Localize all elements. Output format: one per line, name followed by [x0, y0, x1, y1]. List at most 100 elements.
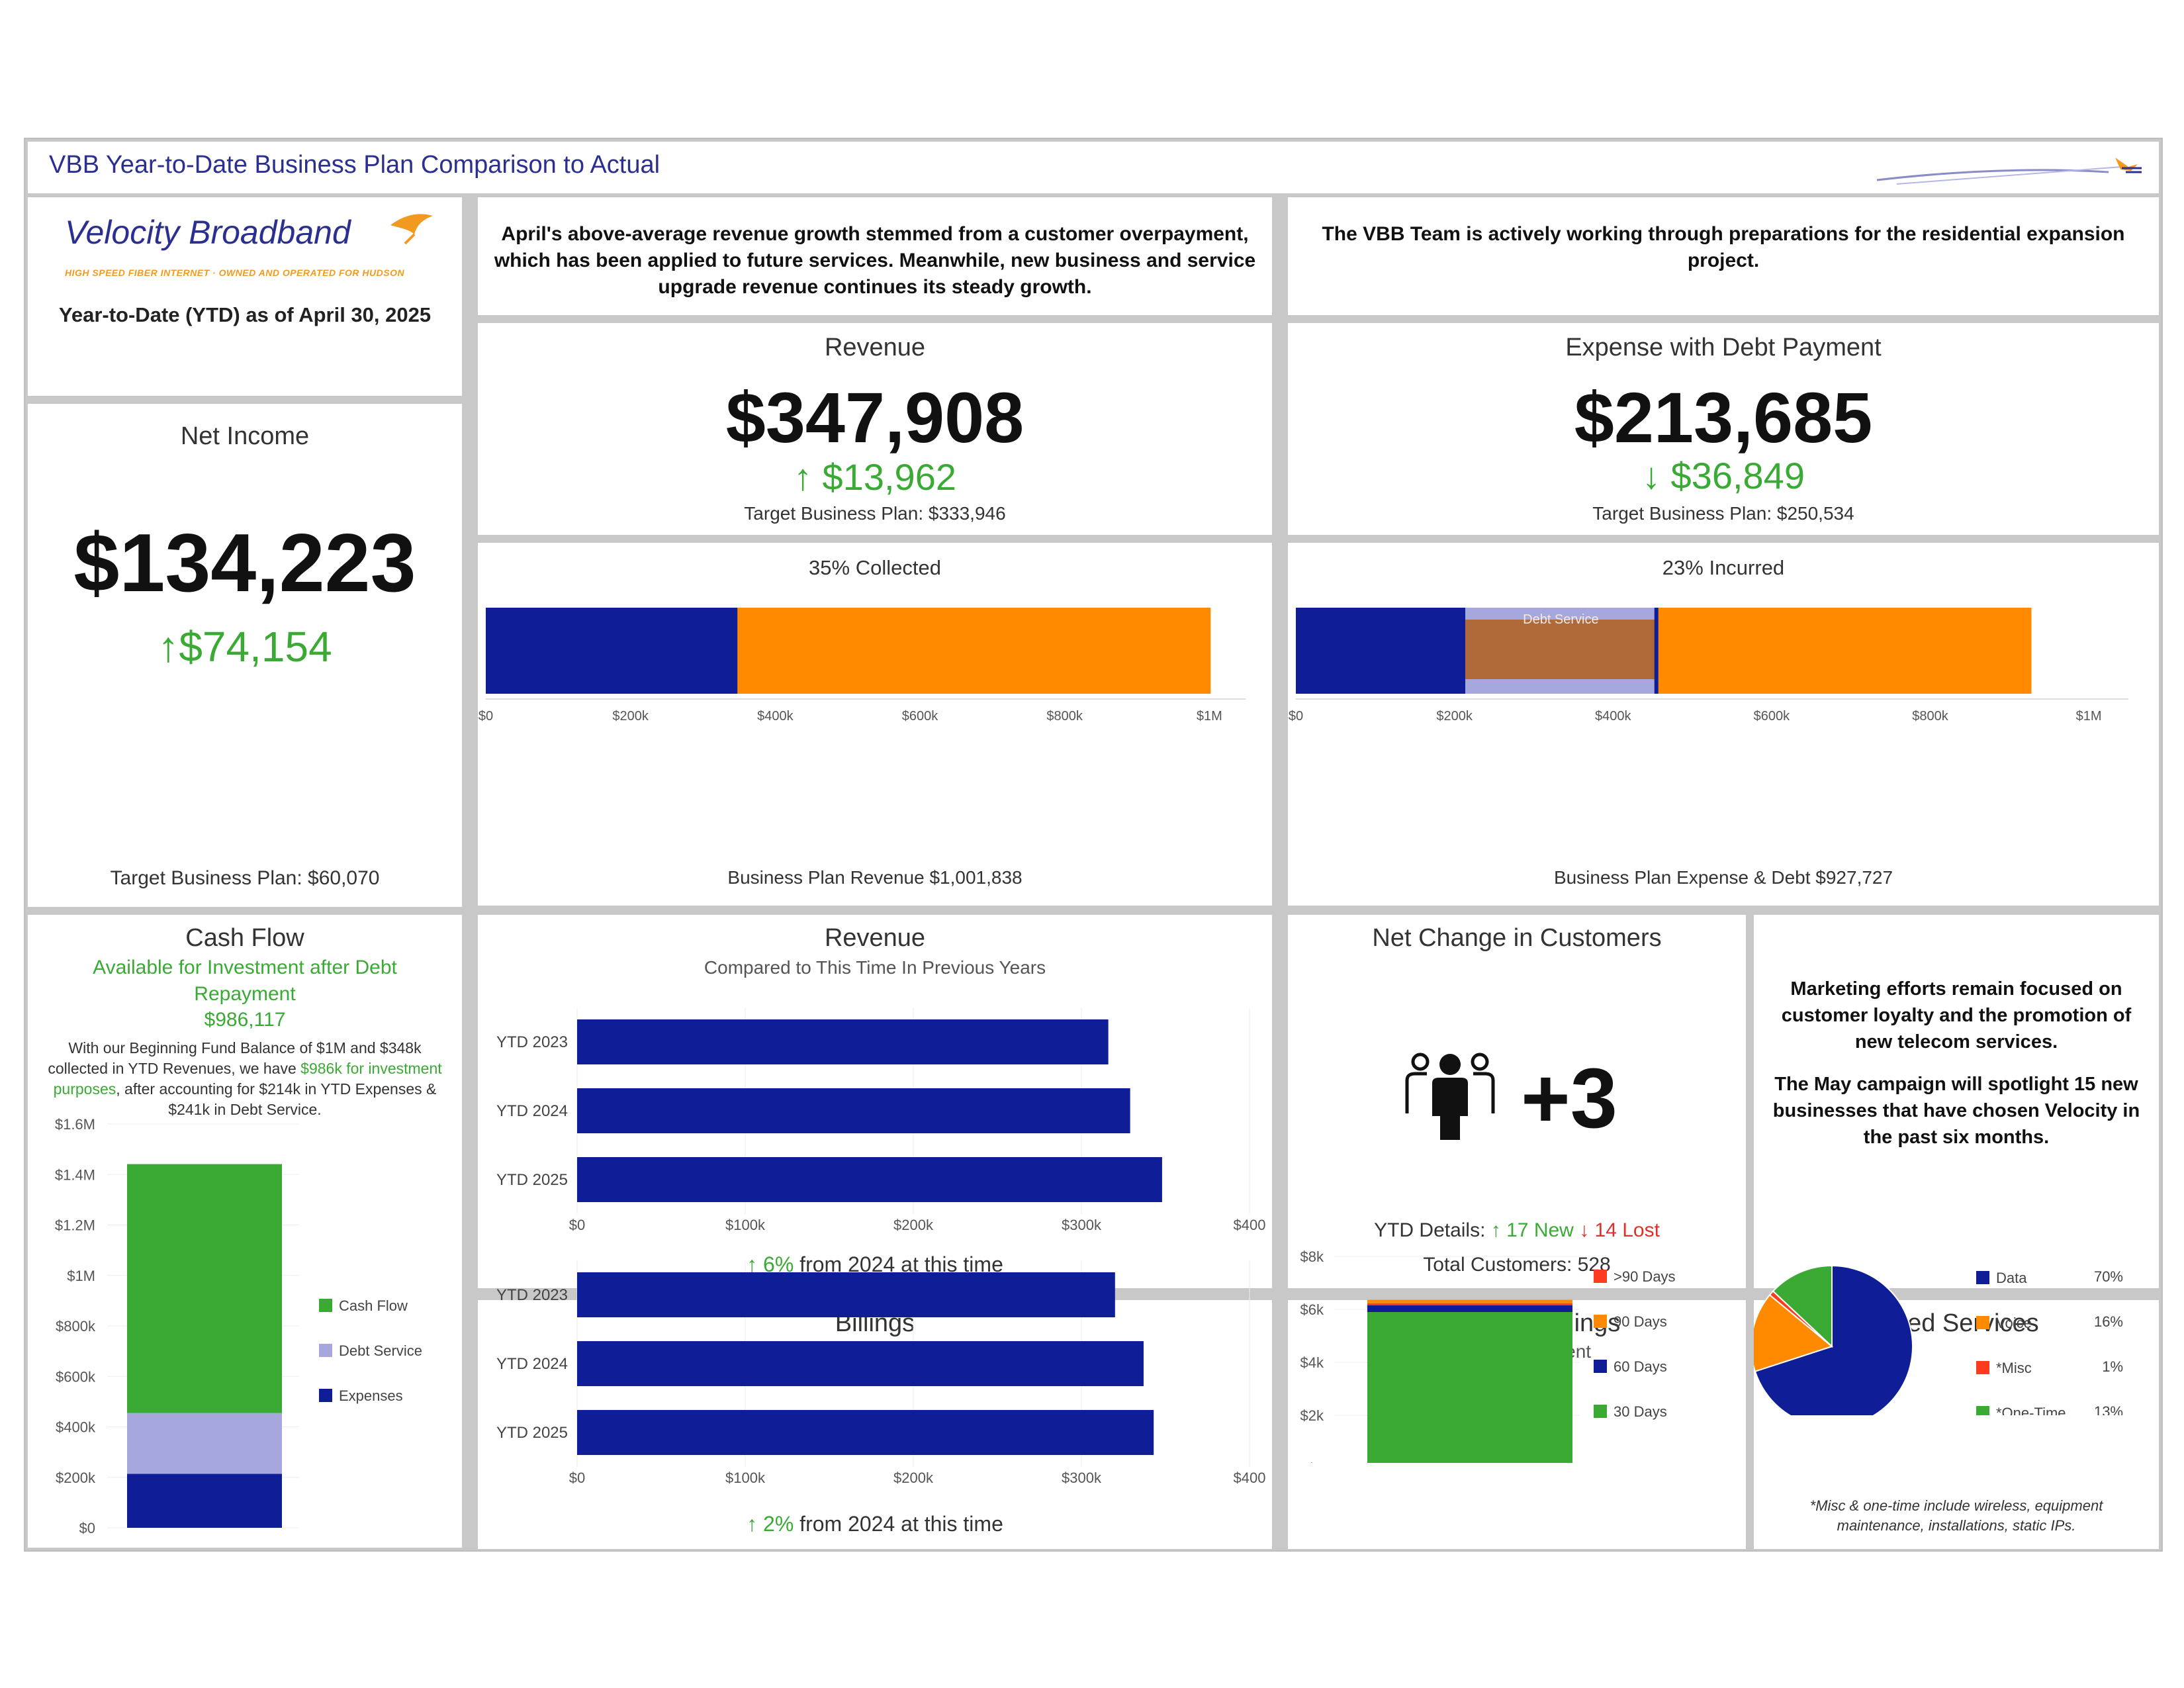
- stack-segment-debt-service: [127, 1413, 282, 1474]
- delinquent-chart: $0 $2k $4k $6k $8k >90 Days 90 Days 60 Days 30 D…: [1300, 1248, 1676, 1463]
- pie-slice-voice: [1754, 1293, 1834, 1372]
- revenue-compare-panel: Revenue Compared to This Time In Previou…: [478, 915, 1272, 1288]
- revenue-progress-title: 35% Collected: [809, 556, 941, 579]
- page-title: VBB Year-to-Date Business Plan Compariso…: [49, 151, 660, 179]
- bar-segment-remaining: [737, 608, 1211, 694]
- expense-progress-caption: Business Plan Expense & Debt $927,727: [1553, 867, 1893, 888]
- pie-slice-onetime: [1772, 1264, 1833, 1348]
- x-tick-label: $600k: [902, 709, 938, 724]
- dashboard-frame: VBB Year-to-Date Business Plan Compariso…: [24, 138, 2163, 1552]
- net-income-value: $134,223: [73, 518, 416, 609]
- customers-new: ↑ 17 New: [1490, 1219, 1574, 1241]
- y-tick-label: $8k: [1300, 1248, 1324, 1265]
- y-tick-label: $800k: [56, 1318, 96, 1335]
- legend-swatch: [319, 1344, 332, 1357]
- stack-segment-cash-flow: [127, 1164, 282, 1413]
- net-income-panel: Net Income $134,223 ↑$74,154 Target Busi…: [28, 404, 462, 907]
- legend-label: Voice: [1996, 1315, 2032, 1331]
- legend-swatch: [1976, 1361, 1989, 1374]
- net-income-change: ↑$74,154: [158, 623, 332, 671]
- marketing-note-1: Marketing efforts remain focused on cust…: [1781, 978, 2132, 1053]
- debt-service-band-bottom: [1465, 679, 1657, 694]
- marketing-note-2: The May campaign will spotlight 15 new b…: [1772, 1074, 2140, 1148]
- x-tick-label: $100k: [725, 1217, 766, 1233]
- x-tick-label: $200k: [893, 1470, 934, 1486]
- legend-value: 16%: [2094, 1313, 2123, 1330]
- bar-ytd-2025: [577, 1410, 1154, 1455]
- y-tick-label: $2k: [1300, 1407, 1324, 1424]
- legend-value: 70%: [2094, 1268, 2123, 1285]
- team-note-panel: The VBB Team is actively working through…: [1288, 197, 2159, 315]
- legend-swatch: [1976, 1271, 1989, 1284]
- bar-ytd-2025: [577, 1157, 1162, 1202]
- y-category-label: YTD 2025: [496, 1424, 568, 1442]
- y-tick-label: $400k: [56, 1419, 96, 1436]
- revenue-kpi-target: Target Business Plan: $333,946: [744, 503, 1006, 524]
- legend-label: 60 Days: [1614, 1358, 1667, 1375]
- expense-kpi-title: Expense with Debt Payment: [1565, 334, 1882, 361]
- as-of-date: Year-to-Date (YTD) as of April 30, 2025: [58, 303, 432, 326]
- x-tick-label: $200k: [612, 709, 649, 724]
- revenue-kpi-panel: Revenue $347,908 ↑ $13,962 Target Busine…: [478, 323, 1272, 535]
- cash-flow-description: With our Beginning Fund Balance of $1M a…: [48, 1039, 442, 1118]
- x-tick-label: $100k: [725, 1470, 766, 1486]
- x-tick-label: $0: [1289, 709, 1303, 724]
- stack-segment-60-days: [1367, 1305, 1572, 1312]
- y-tick-label: $1.2M: [55, 1217, 95, 1234]
- cash-flow-title: Cash Flow: [185, 924, 304, 952]
- x-tick-label: $1M: [1197, 709, 1222, 724]
- x-tick-label: $600k: [1754, 709, 1790, 724]
- bar-ytd-2023: [577, 1019, 1109, 1064]
- legend-label: Data: [1996, 1270, 2027, 1286]
- legend-swatch: [1594, 1360, 1607, 1373]
- legend-swatch: [1976, 1406, 1989, 1415]
- cash-flow-panel: Cash Flow Available for Investment after…: [28, 915, 462, 1548]
- logo-panel: Velocity Broadband HIGH SPEED FIBER INTE…: [28, 197, 462, 396]
- billed-services-footnote: *Misc & one-time include wireless, equip…: [1809, 1497, 2103, 1534]
- legend-swatch: [319, 1299, 332, 1312]
- bar-ytd-2023: [577, 1272, 1115, 1317]
- legend-swatch: [1976, 1316, 1989, 1329]
- revenue-kpi-value: $347,908: [725, 377, 1024, 457]
- velocity-logo: Velocity Broadband: [65, 214, 351, 251]
- revenue-note-panel: April's above-average revenue growth ste…: [478, 197, 1272, 315]
- expense-kpi-change: ↓ $36,849: [1642, 455, 1805, 496]
- expense-progress-chart: $0 $200k $400k $600k $800k $1M Debt Service: [1289, 608, 2128, 724]
- header-bar: VBB Year-to-Date Business Plan Compariso…: [28, 142, 2159, 193]
- y-category-label: YTD 2023: [496, 1286, 568, 1304]
- x-tick-label: $200k: [893, 1217, 934, 1233]
- revenue-compare-subtitle: Compared to This Time In Previous Years: [704, 957, 1046, 978]
- legend-swatch: [1594, 1405, 1607, 1418]
- legend-label: 30 Days: [1614, 1403, 1667, 1420]
- y-tick-label: $6k: [1300, 1301, 1324, 1318]
- legend-label: 90 Days: [1614, 1313, 1667, 1330]
- cash-flow-subtitle: Available for Investment after Debt Repa…: [93, 957, 397, 1005]
- legend-value: 1%: [2102, 1358, 2123, 1375]
- cash-flow-highlight: $986k for investment purposes: [53, 1060, 442, 1098]
- revenue-compare-chart: $0 $100k $200k $300k $400 YTD 2023 YTD 2024 YTD…: [496, 1008, 1266, 1233]
- customers-title: Net Change in Customers: [1372, 924, 1662, 952]
- revenue-progress-chart: $0 $200k $400k $600k $800k $1M: [478, 608, 1246, 724]
- y-category-label: YTD 2024: [496, 1355, 568, 1373]
- y-tick-label: $0: [1308, 1460, 1324, 1463]
- legend-swatch: [1594, 1315, 1607, 1328]
- revenue-compare-title: Revenue: [824, 924, 926, 952]
- billings-compare-footer: ↑ 2% from 2024 at this time: [747, 1512, 1003, 1536]
- legend-label: Cash Flow: [339, 1297, 408, 1314]
- expense-kpi-value: $213,685: [1574, 377, 1873, 457]
- legend-label: Debt Service: [339, 1342, 422, 1359]
- revenue-progress-caption: Business Plan Revenue $1,001,838: [727, 867, 1023, 888]
- y-category-label: YTD 2024: [496, 1102, 568, 1120]
- bar-ytd-2024: [577, 1088, 1130, 1133]
- revenue-kpi-title: Revenue: [824, 334, 926, 361]
- expense-kpi-panel: Expense with Debt Payment $213,685 ↓ $36…: [1288, 323, 2159, 535]
- bar-segment-expenses: [1296, 608, 1466, 694]
- x-tick-label: $800k: [1912, 709, 1948, 724]
- x-tick-label: $400: [1234, 1217, 1266, 1233]
- revenue-kpi-change: ↑ $13,962: [794, 456, 956, 498]
- people-icon: [1405, 1053, 1495, 1140]
- customers-panel: Net Change in Customers +3 YTD Details: …: [1288, 915, 1746, 1288]
- team-note: The VBB Team is actively working through…: [1322, 223, 2125, 271]
- legend-label: >90 Days: [1614, 1268, 1676, 1285]
- y-tick-label: $200k: [56, 1470, 96, 1486]
